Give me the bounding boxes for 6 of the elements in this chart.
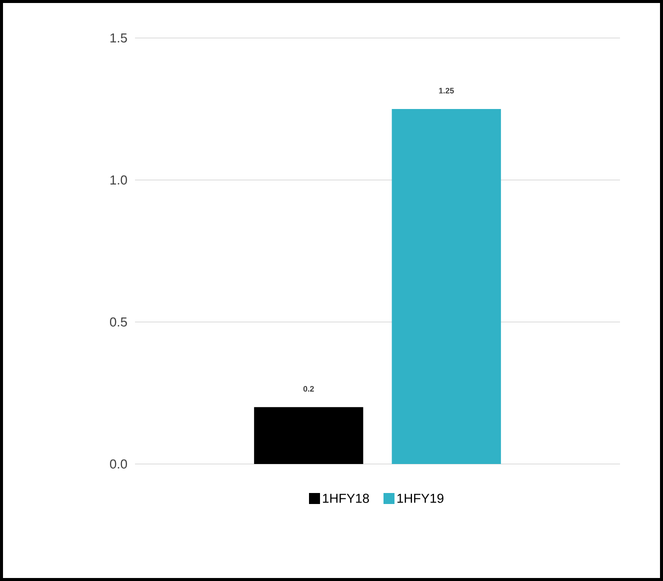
y-tick-label: 0.5: [110, 317, 127, 327]
y-tick-label: 1.0: [110, 175, 127, 185]
y-tick-label: 0.0: [110, 459, 127, 469]
legend-label: 1HFY18: [322, 494, 369, 503]
y-tick-label: 1.5: [110, 33, 127, 42]
legend-label: 1HFY19: [397, 494, 444, 503]
